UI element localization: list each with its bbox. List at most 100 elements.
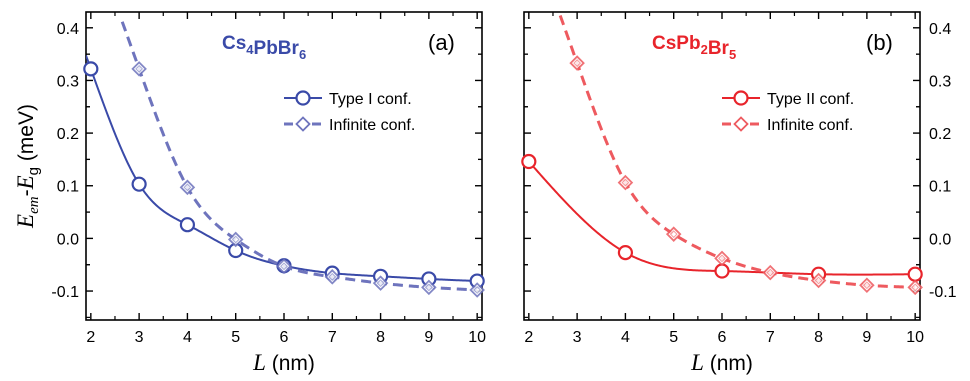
data-point-circle bbox=[617, 245, 634, 261]
legend-label: Type I conf. bbox=[329, 91, 412, 108]
y-axis-subscript: em bbox=[26, 196, 42, 214]
data-point-diamond bbox=[617, 174, 634, 191]
x-tick-label: 7 bbox=[328, 329, 337, 346]
material-element: PbBr bbox=[254, 38, 300, 59]
x-tick-label: 6 bbox=[280, 329, 289, 346]
data-point-diamond bbox=[179, 179, 196, 196]
data-point-diamond-inner bbox=[280, 262, 288, 271]
data-point-diamond-inner bbox=[135, 64, 144, 73]
material-subscript: 5 bbox=[729, 47, 736, 62]
x-tick-label: 8 bbox=[376, 329, 385, 346]
material-element: Br bbox=[708, 38, 730, 59]
x-tick-label: 3 bbox=[135, 329, 144, 346]
y-tick-label: 0.1 bbox=[929, 179, 951, 196]
panel-label: (b) bbox=[866, 30, 893, 55]
y-tick-label: -0.1 bbox=[929, 284, 957, 301]
x-tick-label: 5 bbox=[669, 329, 678, 346]
material-label: Cs4PbBr6 bbox=[222, 33, 306, 62]
y-tick-label: 0.0 bbox=[57, 231, 79, 248]
y-axis-label: Eem-Eg (meV) bbox=[13, 104, 42, 229]
y-axis-dash: - bbox=[15, 189, 38, 196]
data-point-diamond bbox=[762, 264, 779, 281]
y-axis-symbol: E bbox=[13, 175, 38, 190]
y-tick-label: 0.4 bbox=[57, 21, 79, 38]
data-point-diamond-inner bbox=[328, 272, 337, 281]
panel-label: (a) bbox=[428, 30, 455, 55]
data-point-diamond-inner bbox=[376, 279, 385, 288]
data-point-diamond bbox=[859, 277, 875, 294]
y-tick-label: 0.1 bbox=[57, 179, 79, 196]
data-point-diamond bbox=[372, 275, 389, 291]
legend-marker-diamond bbox=[733, 116, 749, 132]
data-point-diamond-inner bbox=[183, 183, 192, 192]
y-axis-unit: (meV) bbox=[15, 104, 38, 167]
x-tick-label: 4 bbox=[183, 329, 192, 346]
data-point-circle bbox=[714, 263, 730, 279]
x-tick-label: 10 bbox=[906, 329, 924, 346]
data-point-circle bbox=[83, 61, 99, 77]
data-point-diamond-inner bbox=[766, 268, 775, 277]
material-subscript: 2 bbox=[701, 42, 708, 57]
x-tick-label: 3 bbox=[573, 329, 582, 346]
data-point-diamond-inner bbox=[424, 283, 433, 292]
y-axis-symbol: E bbox=[13, 214, 38, 229]
legend-label: Type II conf. bbox=[767, 91, 854, 108]
data-point-diamond-inner bbox=[231, 235, 240, 244]
legend-marker-circle bbox=[733, 90, 749, 106]
y-tick-label: 0.0 bbox=[929, 231, 951, 248]
data-point-diamond bbox=[569, 55, 585, 71]
x-tick-label: 9 bbox=[862, 329, 871, 346]
data-point-diamond-inner bbox=[621, 178, 630, 187]
data-point-diamond-inner bbox=[473, 286, 482, 294]
x-tick-label: 10 bbox=[468, 329, 486, 346]
y-tick-label: 0.2 bbox=[929, 126, 951, 143]
material-subscript: 6 bbox=[299, 47, 306, 62]
material-label: CsPb2Br5 bbox=[652, 33, 736, 62]
x-tick-label: 2 bbox=[524, 329, 533, 346]
data-point-diamond bbox=[227, 231, 244, 248]
data-point-diamond-inner bbox=[862, 281, 871, 290]
y-tick-label: 0.3 bbox=[57, 73, 79, 90]
y-tick-label: 0.3 bbox=[929, 73, 951, 90]
x-axis-label: L (nm) bbox=[252, 350, 315, 375]
data-point-diamond bbox=[276, 258, 292, 275]
x-tick-label: 2 bbox=[86, 329, 95, 346]
material-subscript: 4 bbox=[246, 42, 254, 57]
data-point-diamond bbox=[421, 279, 437, 296]
data-point-diamond-inner bbox=[718, 254, 726, 263]
x-axis-unit: (nm) bbox=[704, 352, 753, 375]
x-axis-symbol: L bbox=[690, 350, 704, 375]
y-tick-label: -0.1 bbox=[51, 284, 79, 301]
x-tick-label: 5 bbox=[231, 329, 240, 346]
data-point-diamond bbox=[907, 279, 923, 296]
data-point-diamond bbox=[714, 250, 730, 267]
data-point-circle bbox=[179, 217, 196, 233]
x-axis-symbol: L bbox=[252, 350, 266, 375]
data-point-diamond-inner bbox=[573, 59, 582, 67]
x-tick-label: 6 bbox=[718, 329, 727, 346]
legend-label: Infinite conf. bbox=[767, 117, 853, 134]
series-line-infinite bbox=[558, 14, 916, 289]
data-point-diamond bbox=[810, 272, 827, 289]
x-tick-label: 4 bbox=[621, 329, 630, 346]
data-point-diamond bbox=[665, 226, 682, 242]
data-point-diamond-inner bbox=[911, 283, 920, 292]
data-point-diamond bbox=[131, 61, 147, 77]
legend-marker-diamond bbox=[295, 116, 311, 132]
series-line-type bbox=[86, 55, 478, 283]
y-tick-label: 0.4 bbox=[929, 21, 951, 38]
x-axis-unit: (nm) bbox=[266, 352, 315, 375]
data-point-circle bbox=[131, 176, 147, 192]
y-axis-subscript: g bbox=[25, 167, 42, 175]
x-tick-label: 7 bbox=[766, 329, 775, 346]
data-point-diamond-inner bbox=[814, 276, 823, 285]
material-element: CsPb bbox=[652, 33, 701, 54]
data-point-diamond-inner bbox=[669, 230, 678, 239]
x-tick-label: 8 bbox=[814, 329, 823, 346]
data-point-diamond bbox=[324, 269, 341, 285]
legend-label: Infinite conf. bbox=[329, 117, 415, 134]
data-point-circle bbox=[907, 266, 923, 282]
x-tick-label: 9 bbox=[424, 329, 433, 346]
